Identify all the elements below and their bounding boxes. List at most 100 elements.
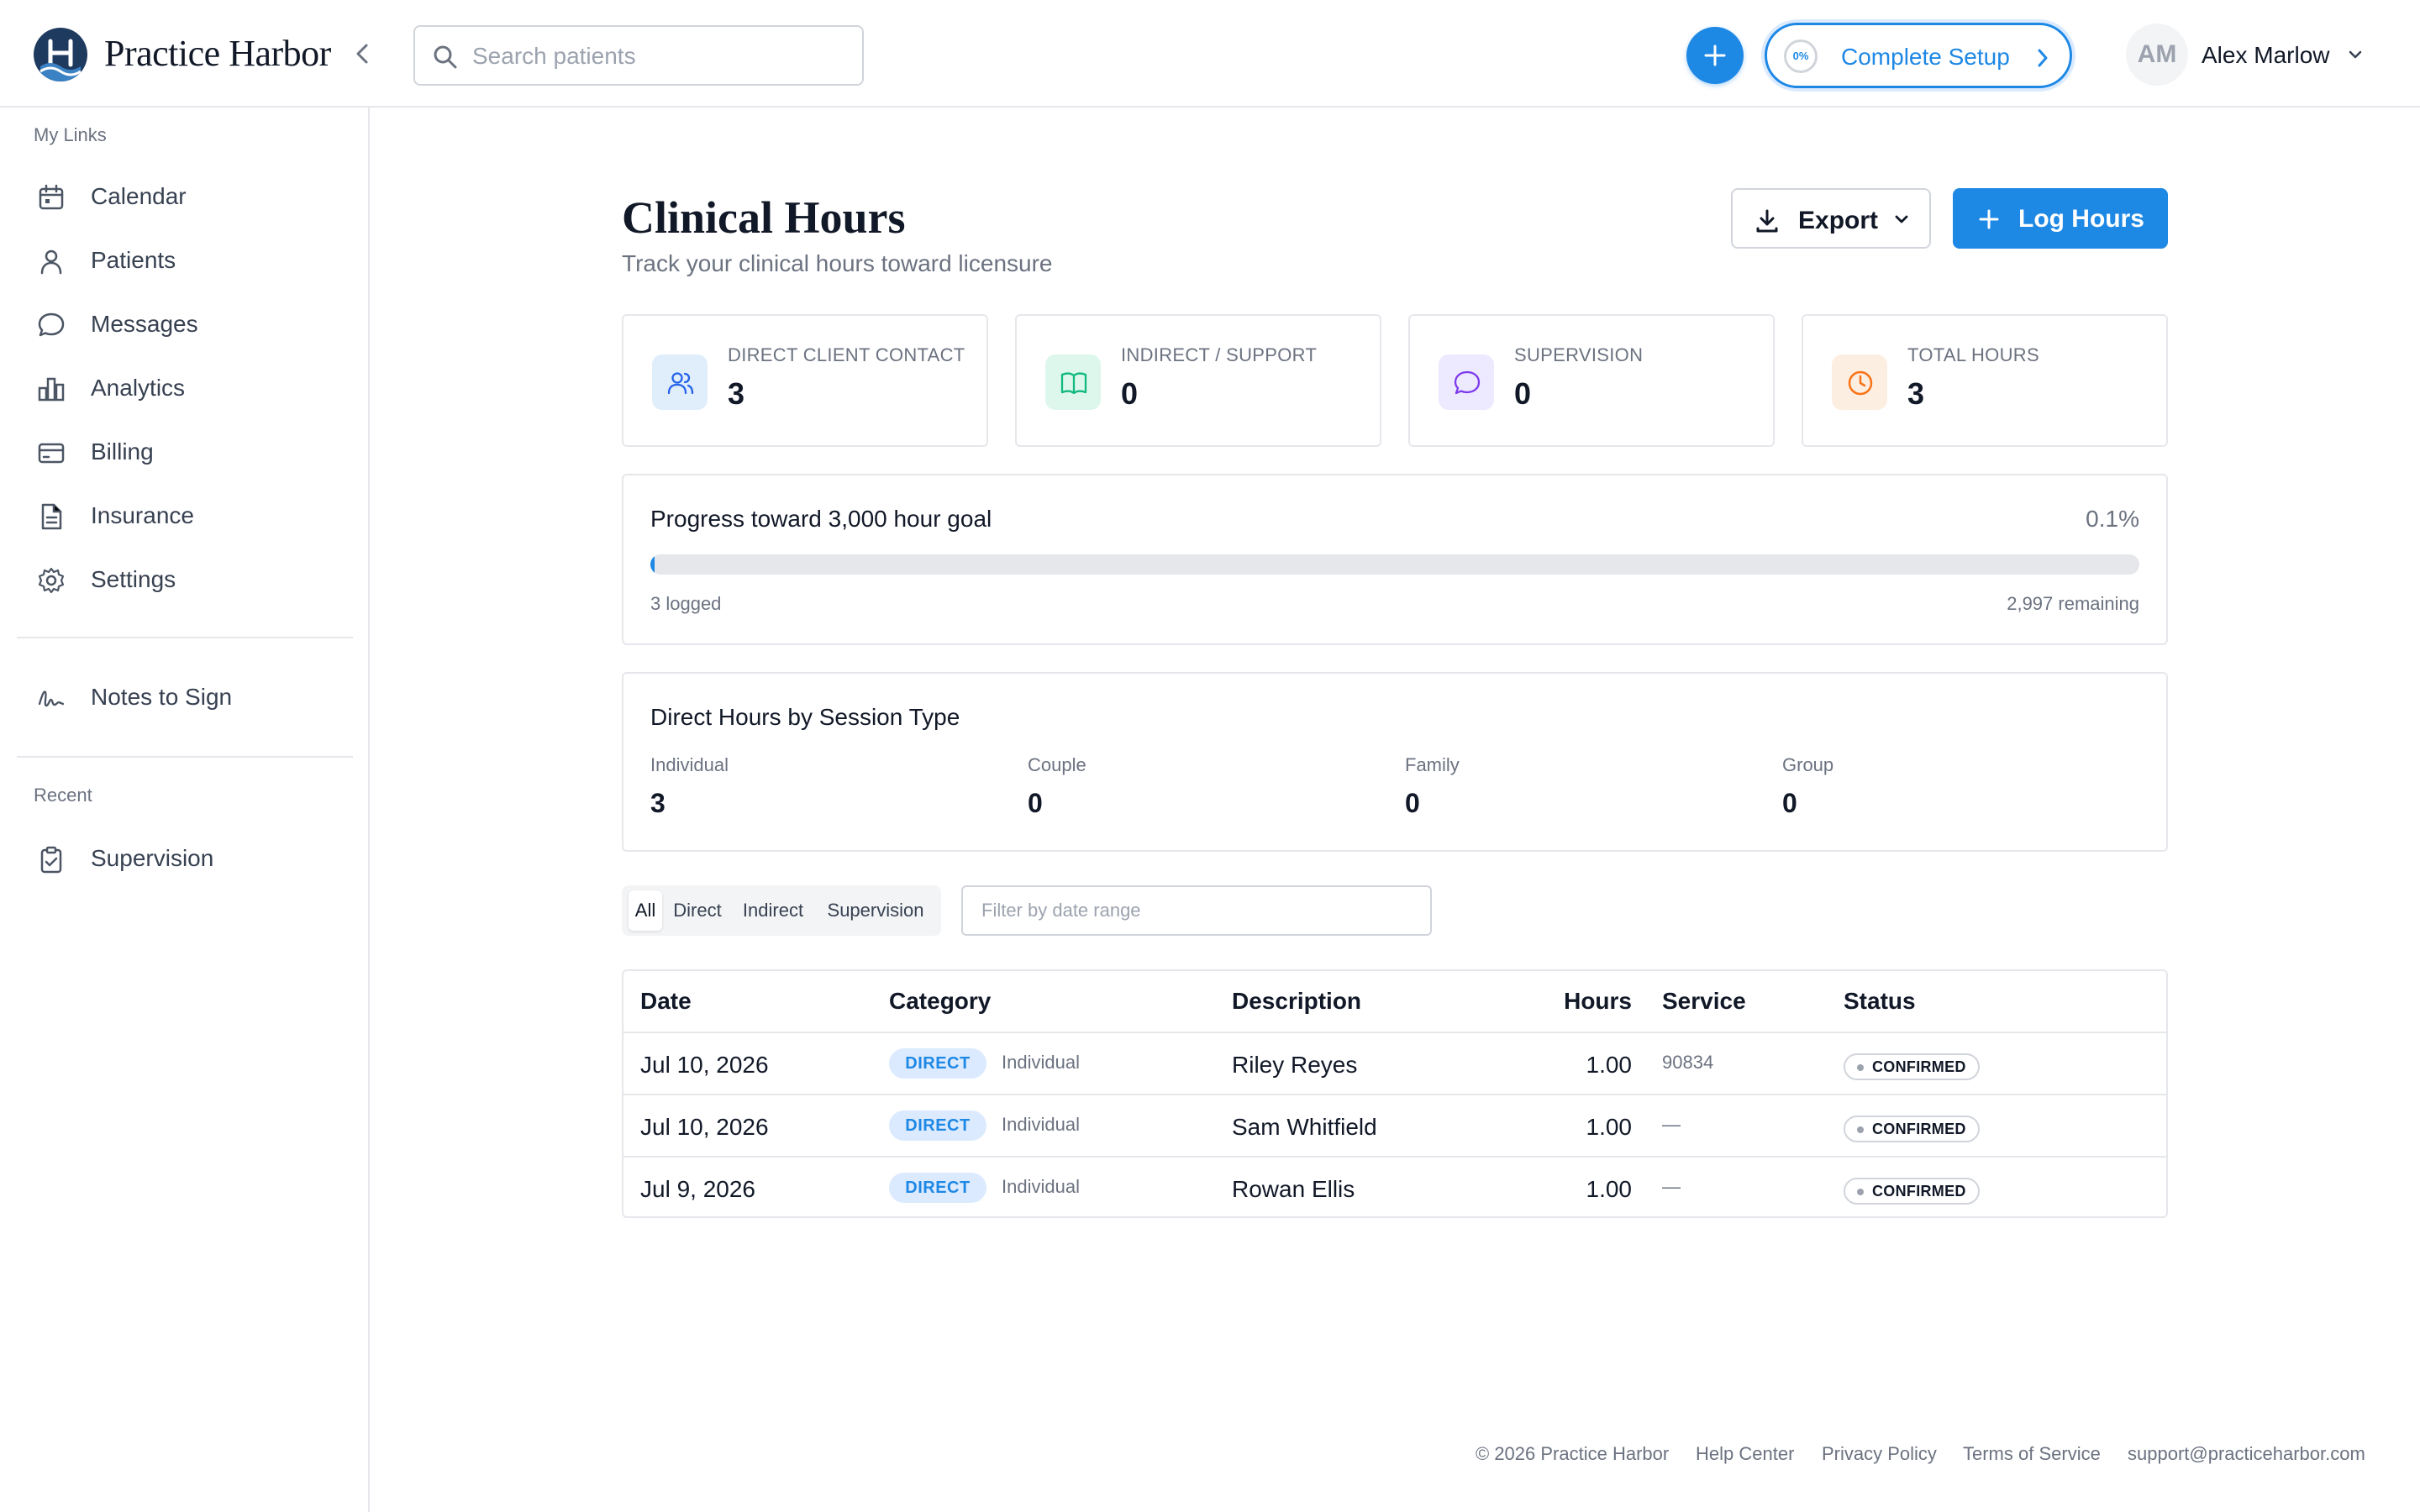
- progress-title: Progress toward 3,000 hour goal: [650, 506, 992, 532]
- export-button[interactable]: Export: [1731, 188, 1931, 249]
- stat-label: INDIRECT / SUPPORT: [1121, 344, 1318, 365]
- tab-supervision[interactable]: Supervision: [817, 890, 934, 931]
- chevron-down-icon[interactable]: [2346, 49, 2365, 62]
- row-date: Jul 10, 2026: [640, 1052, 769, 1078]
- footer-link-support-email[interactable]: support@practiceharbor.com: [2128, 1443, 2365, 1464]
- footer-link-privacy-policy[interactable]: Privacy Policy: [1822, 1443, 1937, 1464]
- row-hours: 1.00: [1586, 1176, 1633, 1202]
- session-type-value: 3: [650, 788, 666, 818]
- progress-percent: 0.1%: [2086, 506, 2139, 532]
- progress-remaining: 2,997 remaining: [2007, 593, 2139, 614]
- sidebar-item-supervision[interactable]: Supervision: [17, 833, 353, 884]
- row-description: Sam Whitfield: [1232, 1114, 1377, 1140]
- progress-bar-fill: [650, 554, 655, 575]
- practice-harbor-logo[interactable]: [34, 28, 87, 81]
- row-description: Riley Reyes: [1232, 1052, 1358, 1078]
- search-icon: [434, 45, 457, 69]
- stat-card-direct: DIRECT CLIENT CONTACT 3: [622, 314, 988, 447]
- session-type-family: Family 0: [1405, 754, 1775, 819]
- page-title: Clinical Hours: [622, 192, 906, 243]
- sidebar-item-messages[interactable]: Messages: [17, 299, 353, 349]
- table-row[interactable]: Jul 10, 2026 DIRECT Individual Sam Whitf…: [623, 1094, 2166, 1156]
- plus-icon: [1704, 45, 1726, 66]
- table-row[interactable]: Jul 9, 2026 DIRECT Individual Rowan Elli…: [623, 1156, 2166, 1218]
- download-icon: [1756, 209, 1778, 233]
- sidebar-item-settings[interactable]: Settings: [17, 554, 353, 605]
- tab-indirect[interactable]: Indirect: [738, 890, 808, 931]
- brand-name[interactable]: Practice Harbor: [104, 33, 331, 74]
- sidebar-item-notes-to-sign[interactable]: Notes to Sign: [17, 672, 353, 722]
- row-description: Rowan Ellis: [1232, 1176, 1355, 1202]
- table-row[interactable]: Jul 10, 2026 DIRECT Individual Riley Rey…: [623, 1032, 2166, 1094]
- user-icon: [40, 249, 62, 275]
- session-type-individual: Individual 3: [650, 754, 1020, 819]
- chevron-down-icon: [1895, 215, 1908, 223]
- session-type-value: 0: [1782, 788, 1797, 818]
- date-range-filter-input[interactable]: [961, 885, 1432, 936]
- progress-bar: [650, 554, 2139, 575]
- sidebar-item-billing[interactable]: Billing: [17, 427, 353, 477]
- sidebar-item-insurance[interactable]: Insurance: [17, 491, 353, 541]
- status-badge: CONFIRMED: [1844, 1053, 1980, 1080]
- column-header-status[interactable]: Status: [1844, 988, 1916, 1014]
- sidebar-item-analytics[interactable]: Analytics: [17, 363, 353, 413]
- session-type-couple: Couple 0: [1028, 754, 1397, 819]
- search-input[interactable]: [472, 39, 842, 74]
- row-date: Jul 9, 2026: [640, 1176, 755, 1202]
- stat-value: 0: [1121, 376, 1139, 411]
- column-header-service[interactable]: Service: [1662, 988, 1746, 1014]
- stat-icon-bg: [1439, 354, 1494, 410]
- chat-bubble-icon: [1454, 370, 1481, 395]
- sidebar-divider: [17, 637, 353, 638]
- stat-card-total: TOTAL HOURS 3: [1802, 314, 2168, 447]
- sidebar-item-label: Billing: [91, 438, 154, 465]
- tab-direct[interactable]: Direct: [667, 890, 728, 931]
- patient-search: [413, 25, 864, 86]
- sidebar-item-label: Settings: [91, 566, 176, 592]
- sidebar-item-calendar[interactable]: Calendar: [17, 171, 353, 222]
- stat-icon-bg: [652, 354, 708, 410]
- status-badge: CONFIRMED: [1844, 1116, 1980, 1142]
- column-header-hours[interactable]: Hours: [1564, 988, 1632, 1014]
- log-hours-button[interactable]: Log Hours: [1953, 188, 2168, 249]
- stat-value: 3: [728, 376, 745, 411]
- collapse-sidebar-chevron-left-icon[interactable]: [351, 39, 373, 69]
- row-service: —: [1662, 1176, 1681, 1197]
- footer-link-help-center[interactable]: Help Center: [1696, 1443, 1795, 1464]
- row-date: Jul 10, 2026: [640, 1114, 769, 1140]
- session-type-label: Couple: [1028, 754, 1086, 775]
- top-header: Practice Harbor 0% Complete Setup AM Ale…: [0, 0, 2420, 108]
- avatar[interactable]: AM: [2126, 24, 2188, 86]
- tab-all[interactable]: All: [629, 890, 662, 931]
- status-badge: CONFIRMED: [1844, 1178, 1980, 1205]
- stat-value: 3: [1907, 376, 1925, 411]
- sidebar-item-label: Notes to Sign: [91, 684, 233, 710]
- session-type-panel: Direct Hours by Session Type Individual …: [622, 672, 2168, 852]
- stat-label: SUPERVISION: [1514, 344, 1644, 365]
- document-icon: [41, 503, 62, 530]
- session-type-label: Family: [1405, 754, 1460, 775]
- footer-link-terms-of-service[interactable]: Terms of Service: [1963, 1443, 2101, 1464]
- sidebar-item-label: Analytics: [91, 375, 186, 401]
- clipboard-check-icon: [40, 846, 62, 874]
- complete-setup-label: Complete Setup: [1841, 44, 2010, 70]
- sidebar: My Links Calendar Patients Messages Anal…: [0, 108, 370, 1512]
- column-header-description[interactable]: Description: [1232, 988, 1362, 1014]
- stat-card-indirect: INDIRECT / SUPPORT 0: [1015, 314, 1381, 447]
- sidebar-item-patients[interactable]: Patients: [17, 235, 353, 286]
- quick-add-button[interactable]: [1686, 27, 1744, 84]
- user-name[interactable]: Alex Marlow: [2202, 42, 2330, 68]
- sidebar-item-label: Insurance: [91, 502, 194, 528]
- progress-panel: Progress toward 3,000 hour goal 0.1% 3 l…: [622, 474, 2168, 645]
- chevron-right-icon: [2038, 49, 2048, 67]
- row-session-type: Individual: [1002, 1114, 1080, 1135]
- column-header-date[interactable]: Date: [640, 988, 692, 1014]
- column-header-category[interactable]: Category: [889, 988, 992, 1014]
- sidebar-item-label: Calendar: [91, 183, 187, 209]
- row-hours: 1.00: [1586, 1052, 1633, 1078]
- hours-table: Date Category Description Hours Service …: [622, 969, 2168, 1218]
- stat-card-supervision: SUPERVISION 0: [1408, 314, 1775, 447]
- complete-setup-button[interactable]: 0% Complete Setup: [1765, 23, 2072, 88]
- setup-progress-label: 0%: [1792, 50, 1809, 62]
- category-filter-tabs: All Direct Indirect Supervision: [622, 885, 941, 936]
